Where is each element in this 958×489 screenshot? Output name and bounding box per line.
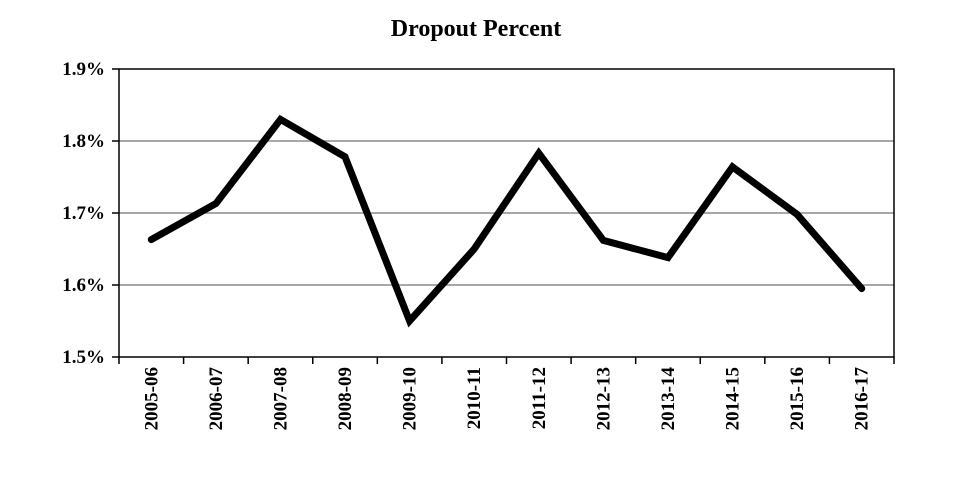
x-tick-label: 2010-11 <box>464 367 485 429</box>
x-tick-label: 2008-09 <box>335 367 356 430</box>
x-tick-label: 2007-08 <box>270 367 291 430</box>
data-point <box>409 320 411 322</box>
data-point <box>538 152 540 154</box>
data-point <box>667 257 669 259</box>
x-tick-label: 2006-07 <box>206 367 227 431</box>
y-axis-ticks: 1.5% 1.6% 1.7% 1.8% 1.9% <box>62 59 105 368</box>
data-point <box>215 203 217 205</box>
y-tick-label: 1.6% <box>62 275 105 296</box>
y-tick-label: 1.9% <box>62 59 105 80</box>
x-axis-ticks: 2005-06 2006-07 2007-08 2008-09 2009-10 2010-… <box>141 367 872 431</box>
data-point <box>796 213 798 215</box>
data-point <box>861 288 863 290</box>
y-tick-label: 1.7% <box>62 203 105 224</box>
x-tick-label: 2016-17 <box>852 367 873 431</box>
data-point <box>150 239 152 241</box>
x-tick-label: 2011-12 <box>529 367 550 429</box>
x-tick-label: 2012-13 <box>593 367 614 430</box>
data-point <box>344 156 346 158</box>
data-point <box>279 118 281 120</box>
data-point <box>602 239 604 241</box>
data-point <box>732 166 734 168</box>
axes <box>112 68 895 364</box>
x-tick-label: 2005-06 <box>141 367 162 430</box>
gridlines <box>119 140 894 286</box>
y-tick-label: 1.5% <box>62 347 105 368</box>
y-tick-label: 1.8% <box>62 131 105 152</box>
series-line <box>147 114 866 328</box>
x-tick-label: 2013-14 <box>658 367 679 431</box>
series <box>147 114 866 328</box>
x-tick-label: 2014-15 <box>723 367 744 430</box>
data-point <box>473 248 475 250</box>
x-tick-label: 2015-16 <box>787 367 808 430</box>
x-tick-label: 2009-10 <box>400 367 421 430</box>
chart-title: Dropout Percent <box>391 16 561 42</box>
